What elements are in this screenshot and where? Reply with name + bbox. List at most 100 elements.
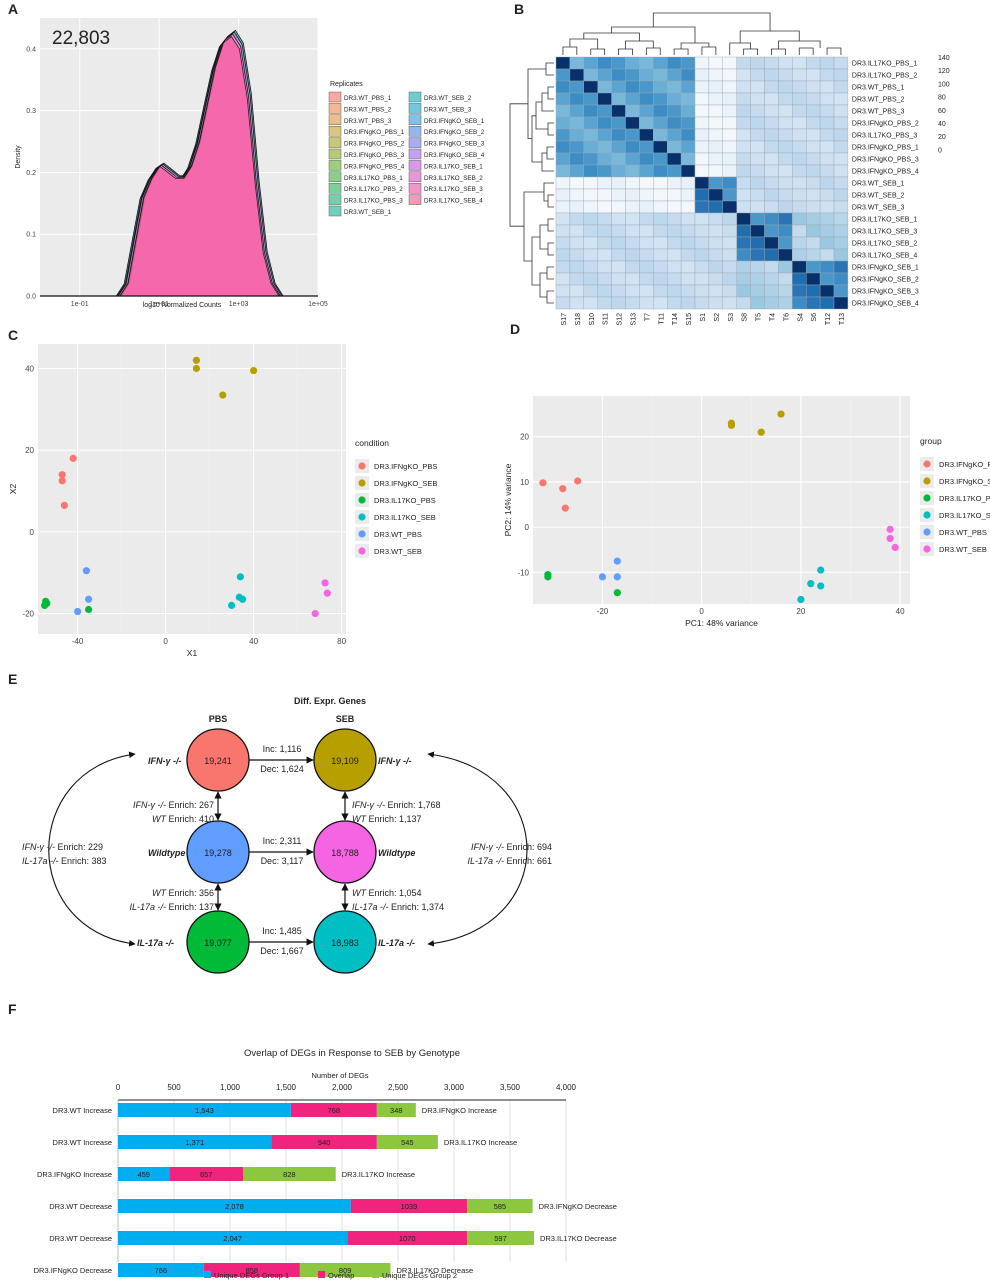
heatmap-cell [597, 140, 612, 154]
arc-label-value: Enrich: 661 [504, 856, 552, 866]
scatter-legend-marker [358, 530, 366, 538]
legend-entry: DR3.IFNgKO_PBS_3 [344, 152, 405, 159]
heatmap-cell [819, 248, 835, 262]
bar-segment [376, 1135, 438, 1149]
heatmap-cell [833, 80, 849, 94]
scatter-legend-marker [923, 511, 931, 519]
heatmap-cell [569, 176, 585, 190]
heatmap-cell [819, 104, 835, 118]
heatmap-cell [708, 176, 724, 190]
column-dendrogram-branch [771, 48, 786, 55]
heatmap-cell [750, 164, 765, 178]
density-y-tick-label: 0.4 [26, 46, 36, 53]
heatmap-cell [819, 164, 835, 178]
panel-letter-c: C [8, 327, 18, 343]
heatmap-cell [583, 128, 598, 142]
heatmap-cell [736, 92, 751, 106]
heatmap-cell [680, 188, 696, 202]
heatmap-row-label: DR3.WT_PBS_2 [852, 97, 905, 104]
heatmap-cell [583, 104, 598, 118]
vertical-edge-label-value: Enrich: 1,374 [389, 902, 445, 912]
column-dendrogram-branch [583, 32, 640, 41]
heatmap-cell [639, 212, 654, 226]
legend-swatch [408, 182, 422, 194]
panel-letter-a: A [8, 1, 18, 17]
heatmap-cell [625, 248, 640, 262]
left-arc-arrow [48, 751, 136, 947]
heatmap-cell [597, 164, 612, 178]
vertical-edge-label-genotype: WT [152, 814, 167, 824]
scatter-x-tick-label: 20 [796, 607, 805, 616]
scatter-point-d [561, 504, 569, 512]
legend-swatch [408, 171, 422, 183]
heatmap-cell [792, 56, 807, 70]
heatmap-cell [750, 248, 765, 262]
heatmap-row-label: DR3.IFNgKO_SEB_4 [852, 301, 919, 308]
heatmap-cell [680, 236, 696, 250]
heatmap-row-label: DR3.WT_PBS_1 [852, 85, 905, 92]
legend-entry: DR3.WT_SEB_3 [424, 106, 472, 113]
heatmap-cell [819, 224, 835, 238]
bar-category-label: DR3.WT Increase [53, 1138, 112, 1147]
legend-entry: DR3.IFNgKO_SEB_2 [424, 129, 485, 136]
heatmap-cell [806, 164, 821, 178]
heatmap-cell [833, 212, 849, 226]
heatmap-cell [722, 212, 737, 226]
heatmap-cell [722, 260, 737, 274]
scatter-y-tick-label: -10 [517, 568, 529, 577]
heatmap-cell [555, 128, 571, 142]
heatmap-cell [722, 296, 737, 310]
heatmap-cell [764, 236, 779, 250]
heatmap-cell [680, 68, 696, 82]
heatmap-cell [806, 200, 821, 214]
heatmap-cell [569, 236, 585, 250]
heatmap-cell [792, 152, 807, 166]
scatter-legend-title: condition [355, 438, 389, 448]
legend-entry: DR3.WT_SEB_1 [344, 209, 392, 216]
legend-swatch [328, 160, 342, 171]
heatmap-cell [625, 92, 640, 106]
bar-segment [169, 1167, 243, 1181]
heatmap-cell [778, 68, 793, 82]
heatmap-cell [680, 248, 696, 262]
scatter-x-axis-title: X1 [187, 648, 198, 658]
scatter-point-d [613, 573, 621, 581]
heatmap-cell [611, 200, 626, 214]
scatter-y-tick-label: 20 [520, 433, 529, 442]
heatmap-cell [680, 272, 696, 286]
scatter-point-c [323, 589, 331, 597]
bar-segment [203, 1263, 300, 1277]
heatmap-cell [833, 260, 849, 274]
scatter-x-tick-label: 40 [896, 607, 905, 616]
column-dendrogram-branch [798, 47, 814, 55]
heatmap-cell [653, 140, 668, 154]
legend-entry: DR3.IFNgKO_SEB_3 [424, 141, 485, 148]
heatmap-cell [722, 116, 737, 130]
heatmap-cell [708, 188, 724, 202]
heatmap-cell [819, 80, 835, 94]
heatmap-cell [611, 284, 626, 298]
heatmap-cell [806, 176, 821, 190]
arc-label-value: Enrich: 383 [59, 856, 107, 866]
scatter-point-d [757, 428, 765, 436]
genotype-label: IL-17a -/- [137, 938, 174, 948]
scatter-point-c [58, 477, 66, 485]
heatmap-cell [694, 80, 710, 94]
row-dendrogram-branch [546, 146, 554, 160]
heatmap-cell [597, 200, 612, 214]
density-y-axis-title: Density [15, 145, 22, 169]
heatmap-cell [694, 236, 710, 250]
legend-swatch [408, 114, 422, 126]
heatmap-cell [639, 224, 654, 238]
heatmap-cell [750, 92, 765, 106]
heatmap-cell [569, 284, 585, 298]
scatter-y-axis-title: PC2: 14% variance [503, 463, 513, 536]
heatmap-cell [597, 296, 612, 310]
heatmap-cell [667, 152, 682, 166]
legend-entry: DR3.IL17KO_SEB_3 [424, 186, 483, 193]
legend-swatch [328, 171, 342, 183]
scatter-legend-marker [358, 547, 366, 555]
heatmap-cell [555, 212, 571, 226]
bar-legend-swatch [372, 1271, 379, 1278]
bar-x-tick-label: 2,500 [388, 1083, 409, 1092]
